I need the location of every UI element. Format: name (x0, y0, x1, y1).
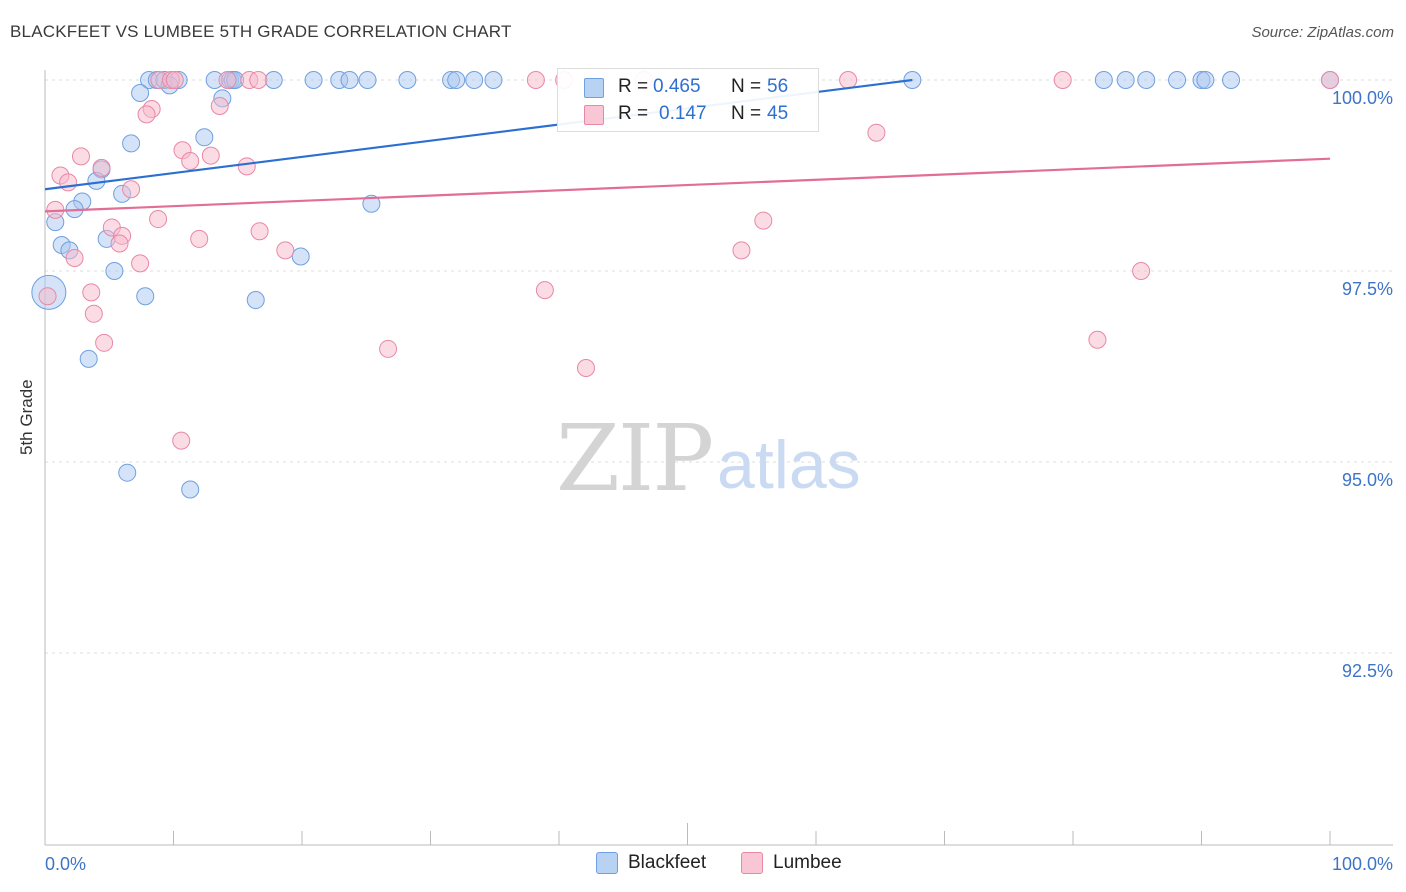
blackfeet-point (465, 71, 484, 89)
lumbee-point (576, 359, 595, 378)
blackfeet-point (291, 247, 310, 266)
legend-r-label: R = (618, 103, 649, 124)
points-layer (31, 71, 1339, 499)
blackfeet-point (358, 71, 377, 89)
axes-layer (44, 70, 1393, 846)
chart-title: BLACKFEET VS LUMBEE 5TH GRADE CORRELATIO… (10, 22, 512, 41)
blackfeet-point (136, 287, 155, 306)
blackfeet-point (195, 128, 214, 147)
watermark-atlas: atlas (717, 427, 861, 503)
legend-r-value-blackfeet: 0.465 (653, 76, 701, 97)
tick-label-layer: 100.0% 97.5% 95.0% 92.5% 0.0% 100.0% (45, 88, 1393, 874)
source-label: Source: ZipAtlas.com (1251, 24, 1394, 41)
lumbee-point (65, 249, 84, 268)
bottom-legend-blackfeet: Blackfeet (596, 852, 706, 874)
lumbee-point (732, 241, 751, 260)
legend-r-label: R = (618, 76, 649, 97)
lumbee-point (839, 71, 858, 89)
legend-n-value-lumbee: 45 (767, 103, 789, 124)
lumbee-point (84, 304, 103, 323)
blackfeet-point (447, 71, 466, 89)
legend-n-label: N = (731, 103, 762, 124)
blackfeet-point (118, 463, 137, 482)
y-tick-label: 92.5% (1342, 661, 1393, 681)
lumbee-point (1088, 330, 1107, 349)
y-tick-label: 95.0% (1342, 470, 1393, 490)
lumbee-trend-line (44, 157, 1331, 213)
y-tick-label: 97.5% (1342, 279, 1393, 299)
blackfeet-point (122, 134, 141, 153)
lumbee-point (181, 151, 200, 170)
lumbee-point (754, 211, 773, 230)
legend-swatch-blackfeet (584, 78, 604, 98)
blackfeet-point (1137, 71, 1156, 89)
lumbee-point (38, 287, 57, 306)
blackfeet-point (246, 291, 265, 310)
lumbee-point (95, 333, 114, 352)
lumbee-point (210, 96, 229, 115)
blackfeet-point (398, 71, 417, 89)
blackfeet-point (1168, 71, 1187, 89)
lumbee-point (250, 222, 269, 241)
blackfeet-point (79, 349, 98, 368)
lumbee-point (379, 339, 398, 358)
lumbee-point (237, 157, 256, 176)
lumbee-point (59, 173, 78, 192)
blackfeet-point (1196, 71, 1215, 89)
lumbee-point (82, 283, 101, 302)
lumbee-point (526, 71, 545, 89)
blackfeet-point (181, 480, 200, 499)
blackfeet-point (1094, 71, 1113, 89)
lumbee-point (110, 234, 129, 253)
blackfeet-point (1116, 71, 1135, 89)
lumbee-point (867, 123, 886, 142)
lumbee-point (165, 71, 184, 89)
blackfeet-point (131, 83, 150, 102)
blackfeet-point (340, 71, 359, 89)
blackfeet-point (304, 71, 323, 89)
blackfeet-point (264, 71, 283, 89)
bottom-legend-lumbee: Lumbee (741, 852, 842, 874)
blackfeet-point (105, 262, 124, 280)
lumbee-point (122, 180, 141, 199)
blackfeet-point (1222, 71, 1241, 89)
blackfeet-point (484, 71, 503, 89)
lumbee-point (137, 105, 156, 124)
lumbee-point (92, 158, 111, 177)
lumbee-point (201, 146, 220, 165)
y-tick-label: 100.0% (1332, 88, 1393, 108)
lumbee-point (1132, 262, 1151, 280)
y-axis-label: 5th Grade (17, 379, 36, 455)
stats-legend: R = 0.465 N = 56 R = 0.147 N = 45 (557, 68, 819, 132)
legend-swatch-lumbee (584, 105, 604, 125)
legend-n-value-blackfeet: 56 (767, 76, 789, 97)
lumbee-point (249, 71, 268, 89)
legend-r-value-lumbee: 0.147 (659, 103, 707, 124)
bottom-legend-swatch-lumbee (741, 852, 763, 874)
bottom-legend-swatch-blackfeet (596, 852, 618, 874)
x-tick-label: 100.0% (1332, 854, 1393, 874)
watermark-zip: ZIP (556, 405, 712, 512)
lumbee-point (71, 147, 90, 166)
lumbee-point (1053, 71, 1072, 89)
bottom-legend-label-lumbee: Lumbee (773, 852, 842, 873)
bottom-legend-label-blackfeet: Blackfeet (628, 852, 707, 873)
lumbee-point (1321, 71, 1339, 89)
lumbee-point (149, 210, 168, 229)
blackfeet-point (362, 194, 381, 213)
lumbee-point (276, 241, 295, 260)
lumbee-point (218, 71, 237, 89)
lumbee-point (535, 281, 554, 300)
lumbee-point (190, 229, 209, 248)
lumbee-point (172, 431, 191, 450)
lumbee-point (131, 254, 150, 273)
x-tick-label: 0.0% (45, 854, 86, 874)
legend-n-label: N = (731, 76, 762, 97)
